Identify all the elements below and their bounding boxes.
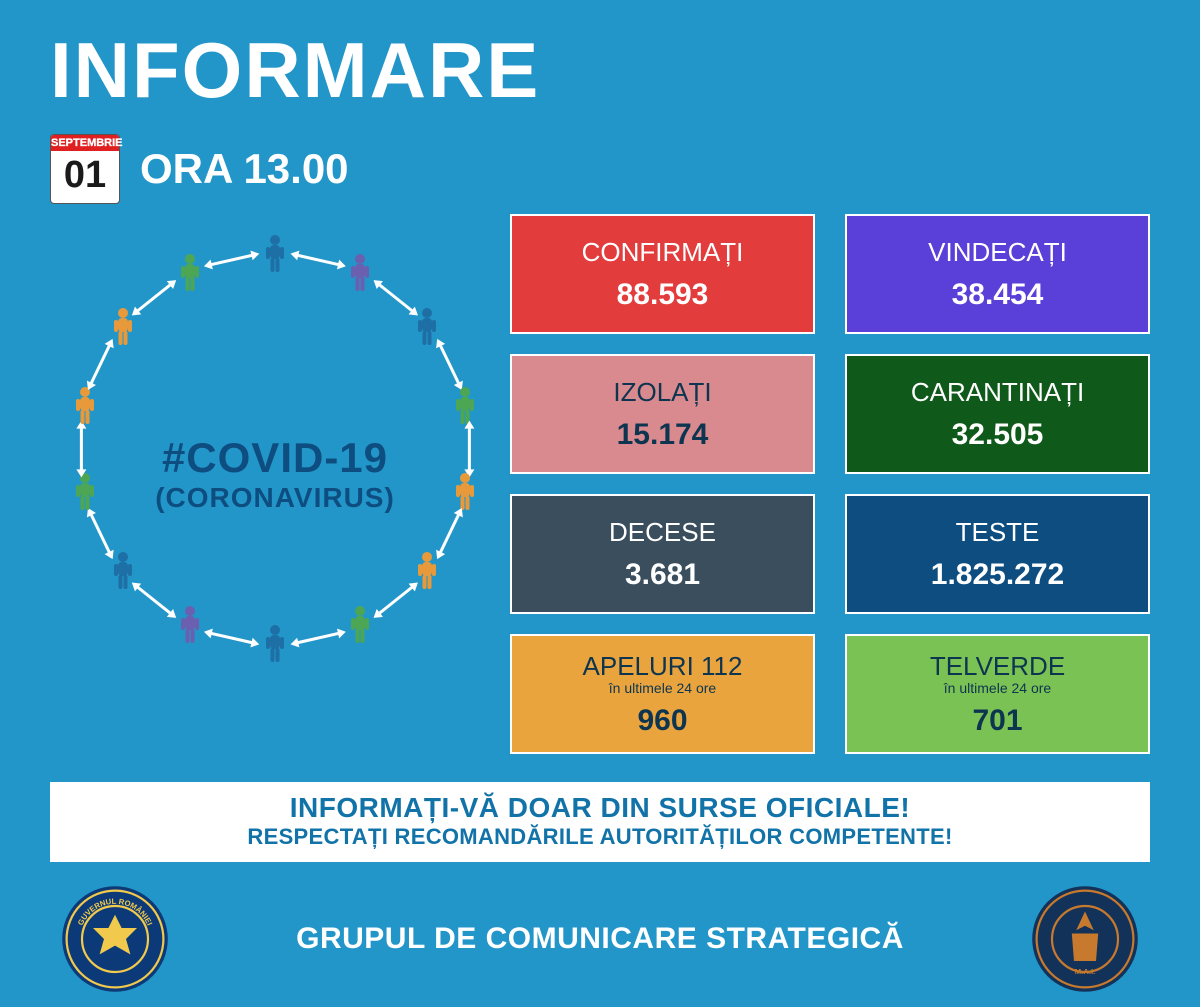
person-icon — [349, 605, 367, 641]
arrow-icon — [74, 421, 86, 478]
stat-value: 32.505 — [952, 418, 1044, 452]
info-line-2: RESPECTAȚI RECOMANDĂRILE AUTORITĂȚILOR C… — [58, 824, 1142, 850]
arrow-icon — [289, 627, 347, 651]
stat-label: DECESE — [609, 517, 716, 548]
arrow-icon — [371, 274, 423, 319]
stat-value: 701 — [972, 704, 1022, 738]
person-icon — [74, 472, 92, 508]
footer-org-name: GRUPUL DE COMUNICARE STRATEGICĂ — [170, 922, 1030, 956]
person-icon — [454, 472, 472, 508]
people-circle-diagram: #COVID-19 (CORONAVIRUS) — [60, 234, 490, 664]
person-icon — [416, 551, 434, 587]
arrow-icon — [203, 247, 261, 271]
stat-label: IZOLAȚI — [613, 377, 711, 408]
stat-sublabel: în ultimele 24 ore — [944, 680, 1051, 696]
arrow-icon — [464, 421, 476, 478]
stat-box: CARANTINAȚI 32.505 — [845, 354, 1150, 474]
arrow-icon — [289, 247, 347, 271]
stat-value: 1.825.272 — [931, 558, 1064, 592]
person-icon — [264, 624, 282, 660]
info-line-1: INFORMAȚI-VĂ DOAR DIN SURSE OFICIALE! — [58, 792, 1142, 824]
person-icon — [179, 253, 197, 289]
stat-box: VINDECAȚI 38.454 — [845, 214, 1150, 334]
left-column: #COVID-19 (CORONAVIRUS) — [50, 214, 510, 744]
stat-value: 38.454 — [952, 278, 1044, 312]
stat-label: TELVERDE — [930, 651, 1065, 682]
arrow-icon — [203, 627, 261, 651]
stat-box: APELURI 112în ultimele 24 ore 960 — [510, 634, 815, 754]
svg-text:M.A.I.: M.A.I. — [1075, 967, 1096, 976]
person-icon — [454, 386, 472, 422]
stat-value: 3.681 — [625, 558, 700, 592]
person-icon — [264, 234, 282, 270]
calendar-month: SEPTEMBRIE — [51, 135, 119, 151]
arrow-icon — [371, 579, 423, 624]
gov-seal-right-icon: M.A.I. — [1030, 884, 1140, 994]
person-icon — [179, 605, 197, 641]
stat-box: CONFIRMAȚI 88.593 — [510, 214, 815, 334]
stat-label: APELURI 112 — [583, 651, 743, 682]
stat-label: CONFIRMAȚI — [582, 237, 744, 268]
stats-grid: CONFIRMAȚI 88.593 VINDECAȚI 38.454 IZOLAȚI 15… — [510, 214, 1150, 754]
stat-box: TESTE 1.825.272 — [845, 494, 1150, 614]
covid-label: #COVID-19 (CORONAVIRUS) — [60, 434, 490, 514]
stat-box: DECESE 3.681 — [510, 494, 815, 614]
stat-label: TESTE — [956, 517, 1040, 548]
time-label: ORA 13.00 — [140, 145, 349, 193]
stat-sublabel: în ultimele 24 ore — [609, 680, 716, 696]
calendar-icon: SEPTEMBRIE 01 — [50, 134, 120, 204]
person-icon — [416, 307, 434, 343]
info-bar: INFORMAȚI-VĂ DOAR DIN SURSE OFICIALE! RE… — [50, 782, 1150, 862]
arrow-icon — [127, 579, 179, 624]
footer: GUVERNUL ROMÂNIEI GRUPUL DE COMUNICARE S… — [0, 862, 1200, 994]
stat-box: IZOLAȚI 15.174 — [510, 354, 815, 474]
person-icon — [112, 307, 130, 343]
stat-value: 960 — [637, 704, 687, 738]
page-title: INFORMARE — [0, 0, 1200, 116]
stat-value: 88.593 — [617, 278, 709, 312]
person-icon — [349, 253, 367, 289]
stat-label: VINDECAȚI — [928, 237, 1067, 268]
stat-label: CARANTINAȚI — [911, 377, 1084, 408]
calendar-day: 01 — [51, 151, 119, 199]
covid-subtitle: (CORONAVIRUS) — [60, 482, 490, 514]
stat-value: 15.174 — [617, 418, 709, 452]
date-time-row: SEPTEMBRIE 01 ORA 13.00 — [0, 116, 1200, 204]
covid-hashtag: #COVID-19 — [60, 434, 490, 482]
arrow-icon — [127, 274, 179, 319]
stat-box: TELVERDEîn ultimele 24 ore 701 — [845, 634, 1150, 754]
arrow-icon — [433, 336, 468, 392]
gov-seal-left-icon: GUVERNUL ROMÂNIEI — [60, 884, 170, 994]
